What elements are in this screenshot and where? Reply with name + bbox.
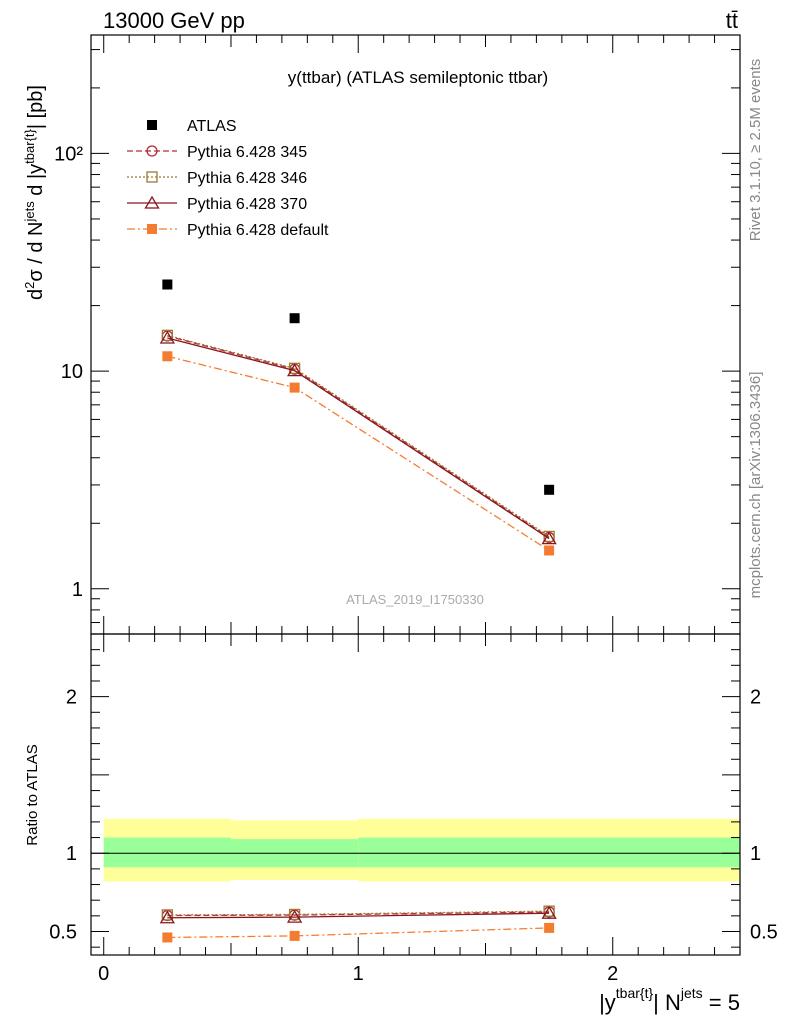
uncertainty-band-inner — [103, 837, 231, 868]
legend-label: Pythia 6.428 345 — [187, 144, 307, 161]
ratio-point — [162, 932, 173, 943]
ratio-series-3 — [162, 922, 555, 943]
x-axis-title: |ytbar{t}| Njets = 5 — [599, 985, 740, 1015]
series-4 — [162, 351, 555, 556]
data-point — [289, 313, 300, 324]
series-2 — [161, 329, 555, 543]
ratio-point — [541, 905, 557, 919]
series-3 — [159, 330, 557, 545]
main-title: y(ttbar) (ATLAS semileptonic ttbar) — [288, 68, 548, 87]
ratio-point — [544, 922, 555, 933]
series-line — [167, 334, 550, 537]
ratio-series-2 — [159, 905, 557, 924]
ratio-y-tick-label-right: 2 — [750, 687, 761, 709]
x-tick-label: 1 — [353, 963, 364, 985]
ratio-point — [159, 910, 175, 924]
data-point — [162, 279, 173, 290]
rivet-version-label: Rivet 3.1.10, ≥ 2.5M events — [747, 59, 764, 242]
data-point — [288, 362, 301, 374]
legend: ATLAS Pythia 6.428 345 Pythia 6.428 346 Pyt… — [127, 118, 329, 239]
data-point — [541, 531, 557, 545]
data-point — [159, 330, 175, 344]
data-point — [161, 329, 174, 341]
process-label: tt̄ — [726, 8, 738, 33]
ratio-point — [286, 909, 303, 923]
y-tick-label: 1 — [72, 579, 83, 601]
series-line — [167, 337, 550, 540]
data-point — [162, 351, 173, 362]
legend-marker — [147, 120, 157, 130]
ratio-frame — [90, 633, 741, 956]
legend-label: Pythia 6.428 default — [187, 222, 329, 239]
data-point — [544, 545, 555, 556]
legend-entry: Pythia 6.428 346 — [127, 170, 307, 187]
legend-label: ATLAS — [187, 118, 237, 135]
mcplots-reference-label: mcplots.cern.ch [arXiv:1306.3436] — [747, 372, 764, 599]
main-panel: 1 10 10² y(ttbar) (ATLAS semileptonic ttba… — [22, 34, 741, 635]
x-tick-label: 2 — [607, 963, 618, 985]
y-tick-label: 10 — [61, 361, 83, 383]
legend-marker — [146, 145, 158, 157]
legend-entry: Pythia 6.428 345 — [127, 144, 307, 161]
uncertainty-band-inner — [358, 837, 740, 868]
ratio-y-tick-label-left: 2 — [66, 687, 77, 709]
main-y-axis-title: d2σ / d Njets d |ytbar{t}| [pb] — [22, 85, 47, 300]
ratio-y-tick-label-right: 0.5 — [750, 922, 778, 944]
legend-label: Pythia 6.428 346 — [187, 170, 307, 187]
series-line — [167, 911, 550, 917]
y-tick-label: 10² — [54, 143, 83, 165]
ratio-panel: 0.5 0.5 1 1 2 2 0 1 2 Ratio to ATLAS |ytbar{t}| … — [24, 633, 778, 1015]
data-point — [286, 363, 303, 377]
x-tick-label: 0 — [98, 963, 109, 985]
series-0 — [162, 279, 555, 495]
energy-label: 13000 GeV pp — [103, 8, 245, 33]
ratio-point — [161, 909, 174, 921]
data-point — [544, 484, 555, 495]
ratio-point — [289, 930, 300, 941]
legend-label: Pythia 6.428 370 — [187, 196, 307, 213]
series-line — [167, 912, 550, 919]
ratio-y-tick-label-left: 0.5 — [49, 922, 77, 944]
ratio-y-axis-title: Ratio to ATLAS — [24, 744, 41, 845]
ratio-point — [288, 908, 301, 921]
analysis-watermark: ATLAS_2019_I1750330 — [346, 592, 484, 607]
series-line — [167, 927, 550, 939]
ratio-y-tick-label-right: 1 — [750, 843, 761, 865]
legend-entry: Pythia 6.428 default — [127, 222, 329, 239]
series-1 — [161, 330, 555, 544]
legend-entry: ATLAS — [147, 118, 237, 135]
legend-entry: Pythia 6.428 370 — [127, 195, 307, 213]
series-line — [167, 335, 550, 539]
legend-marker — [144, 195, 160, 209]
series-line — [167, 910, 550, 916]
series-line — [167, 355, 550, 552]
data-point — [289, 382, 300, 393]
ratio-y-tick-label-left: 1 — [66, 843, 77, 865]
legend-marker — [147, 224, 157, 234]
legend-marker — [146, 171, 158, 183]
